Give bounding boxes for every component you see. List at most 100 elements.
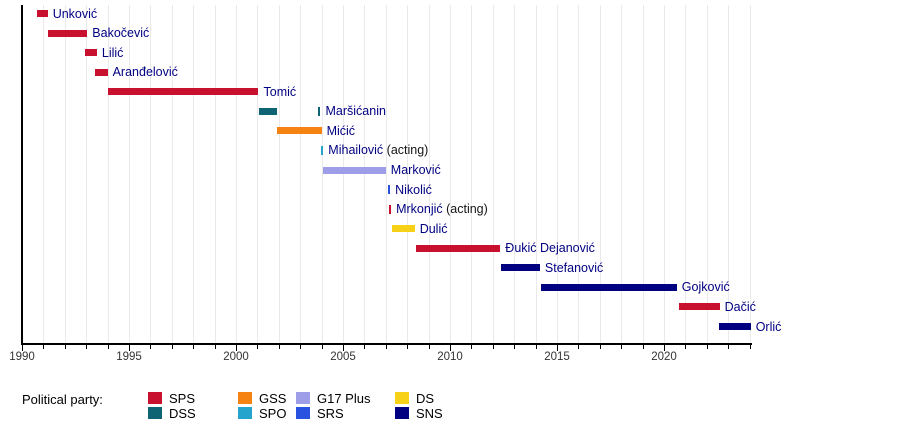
person-name: Lilić: [101, 45, 124, 60]
person-name: Đukić Dejanović: [505, 241, 595, 256]
gridline-year: [278, 5, 280, 343]
term-bar: [415, 244, 501, 252]
gridline-year: [64, 5, 66, 343]
gridline-year: [129, 5, 130, 343]
gridline-year: [385, 5, 387, 343]
term-bar: [94, 68, 108, 76]
gridline-year: [300, 5, 302, 343]
minor-tick: [385, 345, 387, 349]
gridline-year: [364, 5, 366, 343]
minor-tick: [321, 345, 323, 349]
gridline-year: [43, 5, 45, 343]
major-tick: [22, 345, 23, 351]
acting-suffix: (acting): [442, 202, 488, 217]
minor-tick: [728, 345, 730, 349]
person-label: Aranđelović: [113, 64, 178, 80]
person-label: Dačić: [725, 299, 756, 315]
y-axis: [21, 5, 23, 344]
term-bar: [679, 303, 720, 311]
minor-tick: [407, 345, 409, 349]
person-name: Gojković: [681, 280, 730, 295]
gridline-year: [428, 5, 430, 343]
term-bar: [540, 283, 677, 291]
gridline-year: [86, 5, 88, 343]
gridline-year: [706, 5, 708, 343]
person-name: Maršićanin: [325, 104, 386, 119]
minor-tick: [86, 345, 88, 349]
term-tick: [321, 145, 324, 155]
gridline-year: [321, 5, 323, 343]
minor-tick: [749, 345, 751, 349]
person-name: Dačić: [724, 299, 756, 314]
minor-tick: [257, 345, 259, 349]
term-tick: [387, 185, 390, 194]
person-name: Unković: [52, 6, 98, 21]
minor-tick: [193, 345, 195, 349]
term-bar: [258, 107, 277, 115]
gridline-year: [492, 5, 494, 343]
gridline-year: [599, 5, 601, 343]
gridline-year: [621, 5, 623, 343]
minor-tick: [171, 345, 173, 349]
major-tick: [236, 345, 237, 351]
legend-swatch: [296, 392, 310, 404]
gridline-year: [749, 5, 751, 343]
minor-tick: [107, 345, 109, 349]
axis-year-label: 2020: [651, 351, 677, 363]
major-tick: [129, 345, 130, 351]
person-label: Stefanović: [545, 260, 603, 276]
axis-year-label: 2015: [544, 351, 570, 363]
term-bar: [37, 10, 48, 17]
person-label: Maršićanin: [326, 103, 386, 119]
axis-year-label: 2010: [437, 351, 463, 363]
axis-year-label: 2005: [330, 351, 356, 363]
gridline-year: [343, 5, 344, 343]
gridline-year: [236, 5, 237, 343]
legend-label: SPO: [259, 406, 287, 421]
term-bar: [501, 264, 540, 272]
major-tick: [557, 345, 558, 351]
minor-tick: [300, 345, 302, 349]
gridline-year: [578, 5, 580, 343]
person-name: Marković: [390, 163, 441, 177]
minor-tick: [364, 345, 366, 349]
minor-tick: [492, 345, 494, 349]
minor-tick: [428, 345, 430, 349]
minor-tick: [685, 345, 687, 349]
person-label: Bakočević: [92, 25, 149, 41]
minor-tick: [150, 345, 152, 349]
term-tick: [318, 106, 321, 116]
person-label: Tomić: [264, 84, 297, 100]
minor-tick: [621, 345, 623, 349]
person-label: Lilić: [102, 45, 124, 61]
term-bar: [392, 225, 415, 233]
legend-swatch: [148, 392, 162, 404]
person-label: Mićić: [327, 123, 355, 139]
axis-year-label: 1990: [9, 351, 35, 363]
person-name: Mihailović: [328, 143, 384, 158]
minor-tick: [64, 345, 66, 349]
gridline-year: [107, 5, 109, 343]
person-name: Mrkonjić: [396, 202, 443, 217]
gridline-year: [664, 5, 665, 343]
minor-tick: [214, 345, 216, 349]
major-tick: [343, 345, 344, 351]
minor-tick: [535, 345, 537, 349]
gridline-year: [450, 5, 451, 343]
gridline-year: [257, 5, 259, 343]
gridline-year: [557, 5, 558, 343]
term-tick: [389, 204, 392, 214]
axis-year-label: 2000: [223, 351, 249, 363]
person-label: Gojković: [682, 279, 730, 295]
term-bar: [718, 323, 751, 330]
person-label: Nikolić: [395, 182, 432, 198]
term-bar: [47, 29, 88, 37]
minor-tick: [514, 345, 516, 349]
legend-label: DS: [416, 391, 435, 406]
gridline-year: [728, 5, 730, 343]
legend-label: GSS: [259, 391, 287, 406]
person-label: Unković: [53, 6, 97, 22]
gridline-year: [535, 5, 537, 343]
acting-suffix: (acting): [383, 143, 429, 158]
